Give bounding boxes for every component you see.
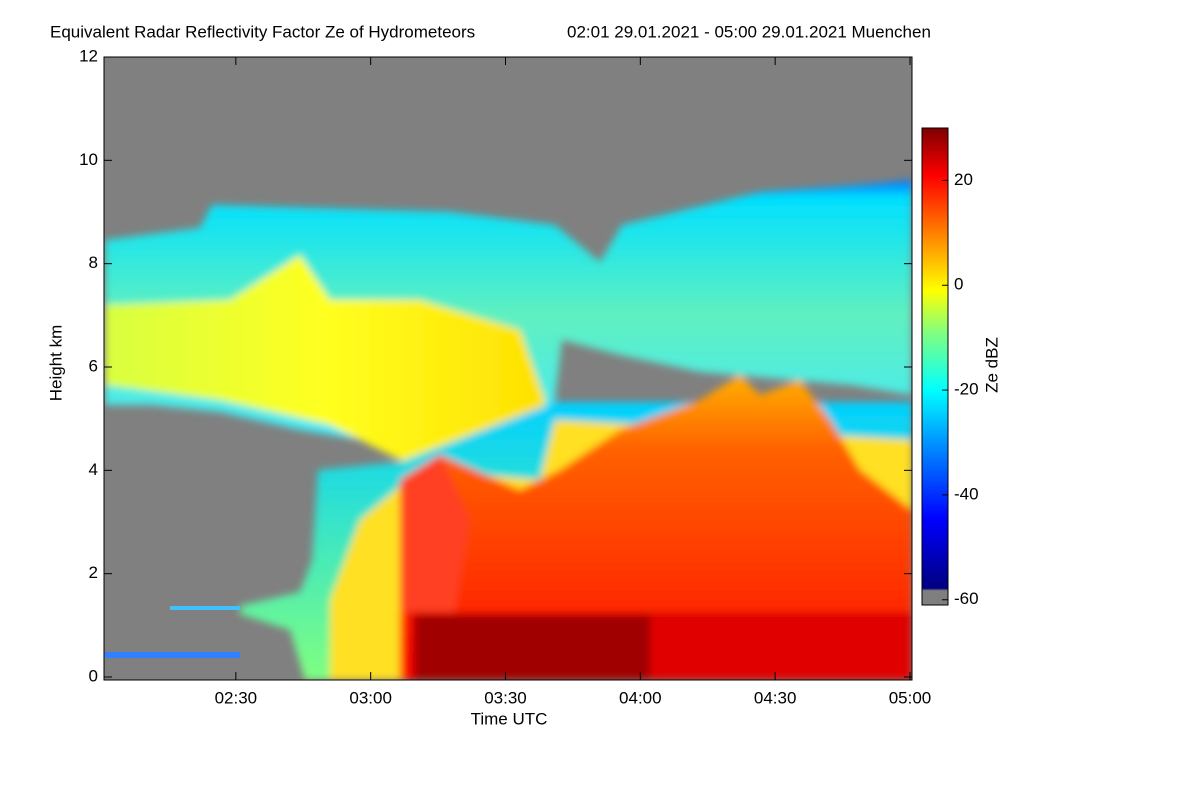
chart-title: Equivalent Radar Reflectivity Factor Ze … — [50, 22, 475, 41]
y-tick-label: 2 — [89, 563, 98, 582]
colorbar-tick-label: -20 — [954, 380, 979, 399]
x-tick-label: 03:30 — [484, 688, 527, 707]
colorbar-label: Ze dBZ — [982, 337, 1001, 393]
y-tick-label: 8 — [89, 253, 98, 272]
colorbar-tick-label: -40 — [954, 484, 979, 503]
y-tick-label: 12 — [79, 46, 98, 65]
y-tick-label: 10 — [79, 150, 98, 169]
y-tick-label: 4 — [89, 460, 98, 479]
y-axis-label: Height km — [46, 325, 65, 402]
x-tick-label: 03:00 — [349, 688, 392, 707]
x-axis-label: Time UTC — [471, 709, 548, 728]
colorbar-tick-label: -60 — [954, 589, 979, 608]
x-tick-label: 04:30 — [754, 688, 797, 707]
reflectivity-field — [104, 57, 912, 680]
colorbar-tick-label: 20 — [954, 170, 973, 189]
y-tick-label: 6 — [89, 356, 98, 375]
x-tick-label: 04:00 — [619, 688, 662, 707]
y-tick-label: 0 — [89, 666, 98, 685]
x-tick-label: 05:00 — [889, 688, 932, 707]
chart-subtitle: 02:01 29.01.2021 - 05:00 29.01.2021 Muen… — [567, 22, 931, 41]
colorbar-tick-label: 0 — [954, 275, 963, 294]
plot-frame — [103, 56, 913, 681]
x-tick-label: 02:30 — [215, 688, 258, 707]
colorbar — [921, 127, 949, 606]
